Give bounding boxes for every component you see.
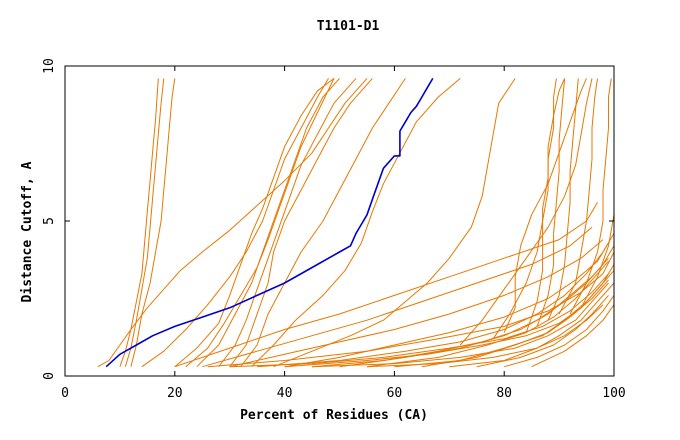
series-line-16: [229, 239, 604, 368]
series-line-12: [251, 78, 461, 368]
x-tick-label-1: 20: [167, 386, 183, 401]
series-line-13: [273, 78, 516, 368]
series-line-2: [124, 78, 165, 367]
highlight-series-line: [105, 77, 434, 368]
x-tick-label-3: 60: [387, 386, 403, 401]
series-line-6: [174, 78, 335, 368]
series-line-24: [421, 279, 609, 368]
y-tick-label-2: 10: [42, 58, 57, 74]
series-line-34: [569, 78, 612, 315]
series-line-31: [547, 78, 579, 321]
series-line-39: [503, 78, 587, 333]
series-layer: [97, 77, 615, 368]
series-line-10: [229, 78, 373, 368]
series-line-15: [202, 226, 593, 368]
series-line-11: [240, 78, 406, 368]
series-line-28: [531, 304, 615, 368]
series-line-4: [97, 78, 368, 368]
x-tick-label-0: 0: [61, 386, 69, 401]
series-line-29: [312, 282, 609, 368]
series-line-8: [185, 78, 335, 368]
x-axis-label: Percent of Residues (CA): [240, 408, 428, 423]
series-line-32: [558, 78, 598, 315]
series-line-14: [174, 202, 598, 368]
chart-title: T1101-D1: [317, 19, 380, 34]
x-tick-label-5: 100: [602, 386, 625, 401]
series-line-23: [257, 233, 615, 368]
series-line-41: [229, 273, 609, 368]
series-line-7: [196, 78, 340, 368]
series-line-20: [366, 260, 609, 368]
series-line-9: [218, 78, 357, 368]
series-line-36: [525, 78, 566, 333]
series-line-40: [284, 270, 615, 368]
series-line-1: [119, 78, 159, 367]
series-line-5: [141, 78, 329, 368]
series-line-27: [504, 295, 615, 368]
series-line-17: [284, 242, 609, 368]
y-tick-label-1: 5: [42, 217, 57, 225]
ticks-layer: 0 20 40 60 80 100 0 5 10: [42, 58, 626, 401]
series-line-38: [459, 78, 593, 346]
series-line-26: [476, 295, 609, 368]
x-tick-label-2: 40: [277, 386, 293, 401]
series-line-22: [312, 257, 609, 368]
y-tick-label-0: 0: [42, 372, 57, 380]
y-axis-label: Distance Cutoff, A: [20, 161, 35, 302]
series-line-25: [449, 282, 615, 368]
series-line-33: [536, 78, 566, 327]
series-line-3: [130, 78, 176, 367]
series-line-37: [492, 78, 557, 340]
x-tick-label-4: 80: [496, 386, 512, 401]
series-line-30: [366, 304, 604, 368]
